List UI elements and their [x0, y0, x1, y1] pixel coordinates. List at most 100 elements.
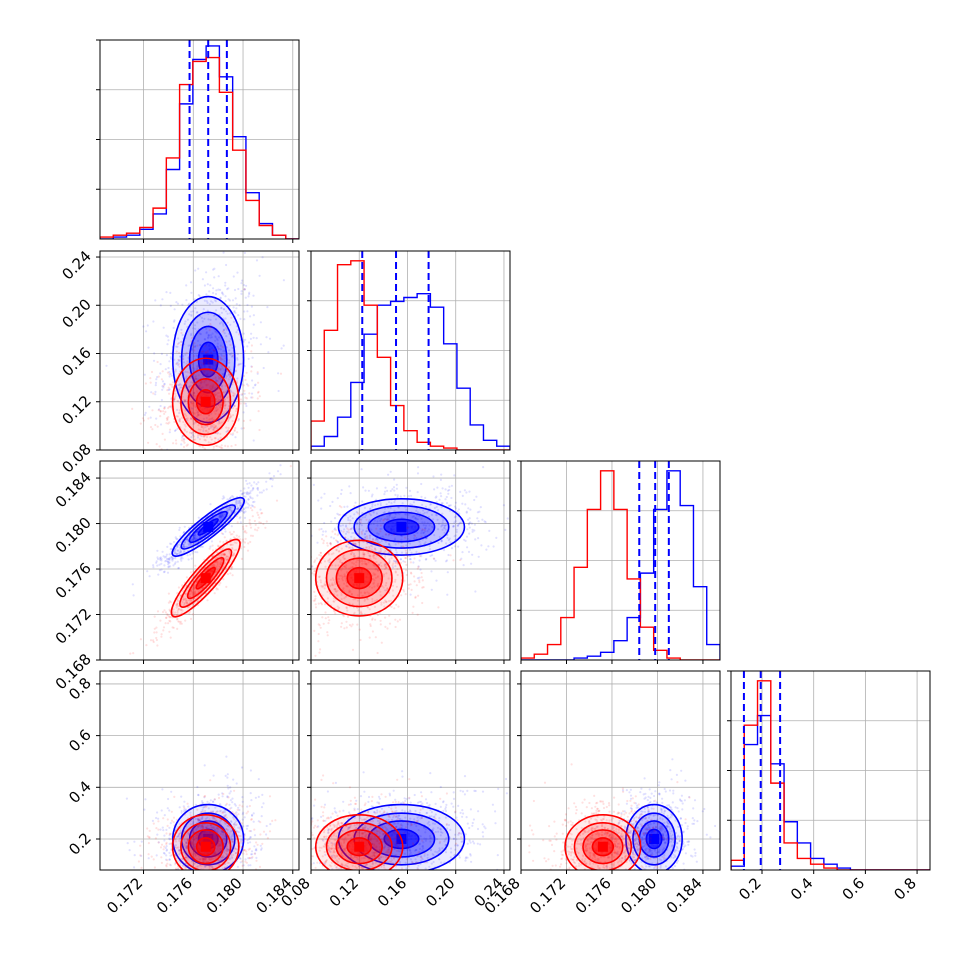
- scatter-point: [192, 392, 195, 395]
- scatter-point: [195, 537, 198, 540]
- y-tick-label: 0.08: [58, 440, 94, 476]
- scatter-point: [216, 395, 219, 398]
- scatter-point: [437, 606, 440, 609]
- scatter-point: [177, 567, 180, 570]
- scatter-point: [238, 500, 241, 503]
- scatter-point: [202, 427, 205, 430]
- scatter-point: [209, 426, 212, 429]
- scatter-point: [206, 337, 210, 340]
- scatter-point: [230, 415, 233, 418]
- scatter-point: [257, 390, 260, 393]
- scatter-point: [203, 381, 206, 384]
- scatter-point: [185, 375, 188, 378]
- scatter-point: [203, 880, 205, 882]
- scatter-point: [196, 414, 199, 417]
- scatter-point: [390, 605, 393, 608]
- scatter-point: [212, 314, 216, 317]
- scatter-point: [369, 534, 372, 537]
- scatter-point: [178, 528, 181, 532]
- panel-1-1: [307, 250, 511, 454]
- scatter-point: [180, 328, 183, 331]
- scatter-point: [169, 601, 172, 604]
- scatter-point: [176, 342, 179, 346]
- scatter-point: [171, 367, 174, 370]
- scatter-point: [240, 509, 244, 512]
- y-tick-label: 0.24: [58, 247, 94, 283]
- hist-series-0: [311, 292, 510, 450]
- scatter-point: [167, 388, 170, 392]
- scatter-point: [174, 392, 177, 395]
- scatter-point: [322, 530, 325, 533]
- density-peak-series-1: [200, 573, 211, 584]
- scatter-point: [159, 372, 162, 375]
- scatter-point: [214, 425, 218, 428]
- scatter-point: [342, 530, 345, 533]
- scatter-point: [232, 414, 235, 417]
- scatter-point: [199, 366, 203, 369]
- scatter-point: [234, 426, 237, 430]
- scatter-point: [236, 865, 239, 868]
- scatter-point: [205, 383, 208, 386]
- scatter-point: [182, 545, 185, 548]
- scatter-point: [202, 308, 205, 311]
- scatter-point: [209, 284, 212, 287]
- scatter-point: [221, 497, 224, 500]
- scatter-point: [217, 288, 220, 291]
- scatter-point: [155, 638, 158, 642]
- scatter-point: [175, 545, 178, 548]
- scatter-point: [185, 377, 188, 380]
- scatter-point: [255, 856, 258, 859]
- scatter-point: [162, 410, 165, 413]
- scatter-point: [168, 388, 171, 391]
- scatter-point: [183, 438, 186, 441]
- scatter-point: [322, 542, 325, 545]
- scatter-point: [242, 374, 246, 378]
- scatter-point: [204, 351, 207, 354]
- scatter-point: [346, 615, 350, 618]
- scatter-point: [220, 306, 223, 309]
- scatter-point: [242, 510, 245, 513]
- scatter-point: [170, 405, 173, 409]
- scatter-point: [164, 611, 167, 614]
- scatter-point: [305, 572, 307, 574]
- scatter-point: [207, 362, 210, 365]
- scatter-point: [264, 526, 267, 529]
- scatter-point: [196, 339, 200, 342]
- scatter-point: [214, 330, 217, 333]
- scatter-point: [247, 486, 250, 489]
- scatter-point: [193, 537, 196, 541]
- scatter-point: [251, 489, 254, 492]
- scatter-point: [190, 407, 193, 410]
- scatter-point: [227, 407, 230, 410]
- scatter-point: [208, 303, 211, 306]
- scatter-point: [239, 398, 243, 401]
- scatter-point: [224, 281, 227, 284]
- scatter-point: [191, 363, 194, 366]
- scatter-point: [471, 528, 474, 531]
- scatter-point: [188, 302, 191, 305]
- scatter-point: [255, 878, 257, 880]
- scatter-point: [287, 524, 289, 526]
- scatter-point: [202, 429, 205, 433]
- scatter-point: [305, 562, 307, 564]
- scatter-point: [349, 492, 352, 495]
- scatter-point: [240, 292, 243, 295]
- scatter-point: [199, 382, 202, 385]
- scatter-point: [207, 336, 210, 339]
- scatter-point: [169, 620, 172, 623]
- scatter-point: [440, 473, 443, 476]
- scatter-point: [217, 453, 219, 455]
- scatter-point: [144, 411, 147, 414]
- scatter-point: [246, 310, 249, 313]
- scatter-point: [360, 468, 363, 471]
- scatter-point: [223, 411, 226, 414]
- scatter-point: [229, 368, 232, 371]
- scatter-point: [226, 312, 229, 315]
- scatter-point: [253, 384, 257, 387]
- scatter-point: [165, 559, 168, 562]
- scatter-point: [131, 407, 134, 410]
- scatter-point: [175, 552, 178, 555]
- scatter-point: [180, 386, 183, 389]
- scatter-point: [215, 362, 218, 365]
- scatter-point: [365, 527, 369, 530]
